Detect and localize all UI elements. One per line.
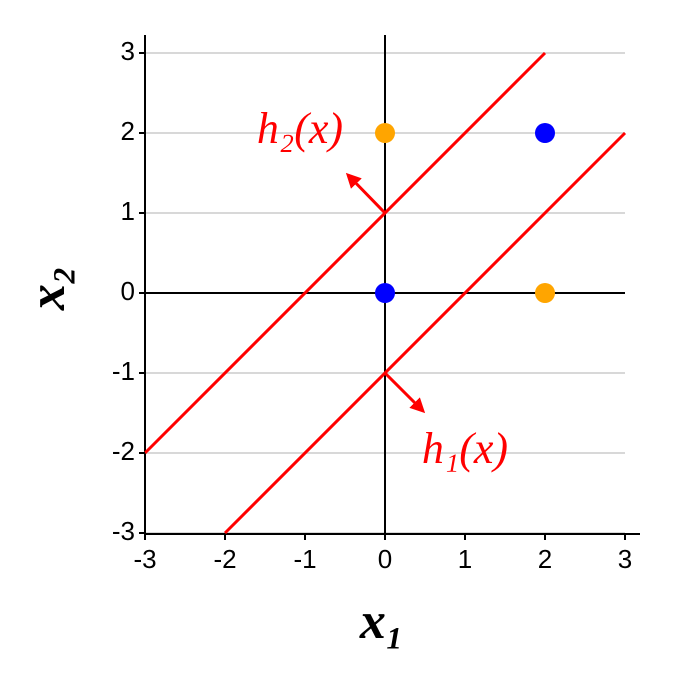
point (375, 123, 395, 143)
y-tick-label: 3 (121, 36, 135, 66)
x-tick-label: -3 (133, 544, 156, 574)
x-tick-label: -2 (213, 544, 236, 574)
y-tick-label: -3 (112, 516, 135, 546)
x-tick-label: -1 (293, 544, 316, 574)
y-tick-label: -1 (112, 356, 135, 386)
decision-line (223, 131, 627, 535)
normal-arrow (383, 371, 426, 414)
x-tick-label: 0 (378, 544, 392, 574)
y-axis-label: x₂ (19, 266, 76, 311)
y-tick-label: 0 (121, 276, 135, 306)
point (535, 123, 555, 143)
point (375, 283, 395, 303)
x-axis-label: x₁ (359, 593, 404, 650)
y-tick-label: -2 (112, 436, 135, 466)
decision-line (143, 51, 547, 455)
y-tick-label: 1 (121, 196, 135, 226)
line-label: h₁(x) (422, 424, 508, 473)
normal-arrow (345, 172, 387, 215)
point (535, 283, 555, 303)
line-label: h₂(x) (257, 104, 343, 153)
x-tick-label: 2 (538, 544, 552, 574)
y-tick-label: 2 (121, 116, 135, 146)
x-tick-label: 1 (458, 544, 472, 574)
x-tick-label: 3 (618, 544, 632, 574)
